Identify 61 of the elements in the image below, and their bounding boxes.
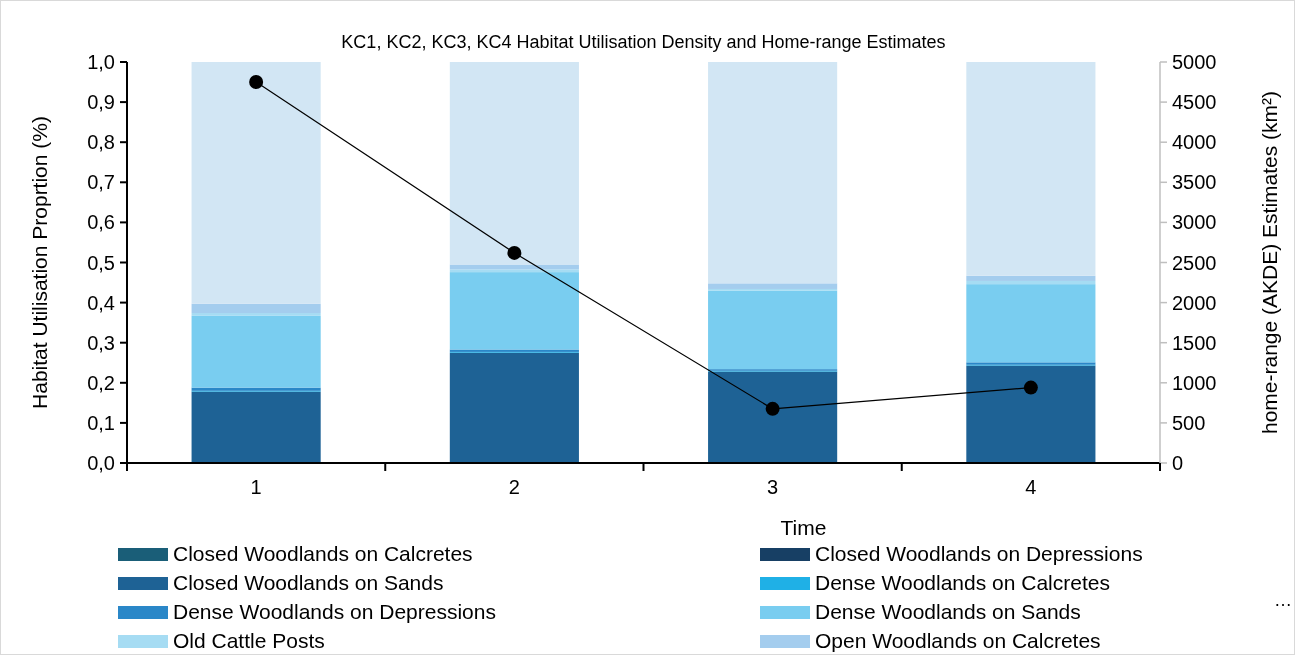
y2-tick-label: 4000 bbox=[1172, 131, 1217, 154]
bar bbox=[966, 284, 1096, 363]
bar bbox=[966, 280, 1096, 285]
y2-tick-label: 1000 bbox=[1172, 371, 1217, 394]
y2-tick-label: 0 bbox=[1172, 452, 1184, 474]
y2-tick-label: 4500 bbox=[1172, 91, 1217, 114]
bar bbox=[191, 303, 321, 314]
y2-tick-label: 2500 bbox=[1172, 251, 1217, 274]
y-tick-label: 1,0 bbox=[87, 51, 115, 73]
legend-label: Closed Woodlands on Depressions bbox=[815, 542, 1143, 565]
point bbox=[1023, 380, 1038, 395]
bar bbox=[191, 62, 321, 304]
y-tick-label: 0,7 bbox=[87, 171, 115, 194]
legend-label: Dense Woodlands on Calcretes bbox=[815, 571, 1110, 594]
bar bbox=[966, 365, 1096, 463]
bar bbox=[449, 269, 579, 273]
bar bbox=[449, 62, 579, 265]
y2-axis-title: home-range (AKDE) Estimates (km²) bbox=[1258, 90, 1281, 435]
y-tick-label: 0,1 bbox=[87, 411, 115, 434]
legend-label: Dense Woodlands on Depressions bbox=[173, 600, 496, 623]
point bbox=[507, 245, 522, 260]
y-tick-label: 0,0 bbox=[87, 452, 115, 474]
y-tick-label: 0,3 bbox=[87, 331, 115, 354]
bar bbox=[191, 391, 321, 463]
y-tick-label: 0,9 bbox=[87, 91, 115, 114]
bar bbox=[966, 62, 1096, 276]
legend-label: Closed Woodlands on Sands bbox=[173, 571, 444, 594]
x-tick-label: 4 bbox=[1025, 476, 1037, 498]
point bbox=[249, 75, 264, 90]
bar bbox=[449, 352, 579, 463]
bar bbox=[191, 313, 321, 316]
bar bbox=[708, 290, 838, 370]
text: … bbox=[1274, 590, 1292, 610]
x-tick-label: 3 bbox=[767, 476, 779, 498]
point bbox=[765, 401, 780, 416]
y-tick-label: 0,5 bbox=[87, 251, 115, 274]
y-tick-label: 0,8 bbox=[87, 131, 115, 154]
y-tick-label: 0,4 bbox=[87, 291, 115, 314]
bar bbox=[708, 62, 838, 284]
bar bbox=[708, 371, 838, 463]
y-axis-title: Habitat Utilisation Proprtion (%) bbox=[28, 116, 51, 409]
legend-label: Dense Woodlands on Sands bbox=[815, 600, 1081, 623]
chart-title: KC1, KC2, KC3, KC4 Habitat Utilisation Density and Home-range Estimates bbox=[341, 32, 946, 52]
y2-tick-label: 3000 bbox=[1172, 211, 1217, 234]
y2-tick-label: 2000 bbox=[1172, 291, 1217, 314]
legend-label: Closed Woodlands on Calcretes bbox=[173, 542, 473, 565]
legend-label: Open Woodlands on Calcretes bbox=[815, 629, 1101, 652]
y2-tick-label: 500 bbox=[1172, 411, 1206, 434]
x-axis-title: Time bbox=[780, 516, 827, 539]
x-tick-label: 2 bbox=[508, 476, 520, 498]
y2-tick-label: 5000 bbox=[1172, 51, 1217, 73]
y-tick-label: 0,2 bbox=[87, 371, 115, 394]
bar bbox=[708, 283, 838, 289]
bar bbox=[449, 272, 579, 350]
y-tick-label: 0,6 bbox=[87, 211, 115, 234]
y2-tick-label: 1500 bbox=[1172, 331, 1217, 354]
y2-tick-label: 3500 bbox=[1172, 171, 1217, 194]
bar bbox=[966, 275, 1096, 281]
bar bbox=[191, 315, 321, 388]
x-tick-label: 1 bbox=[250, 476, 262, 498]
legend-label: Old Cattle Posts bbox=[173, 629, 325, 652]
